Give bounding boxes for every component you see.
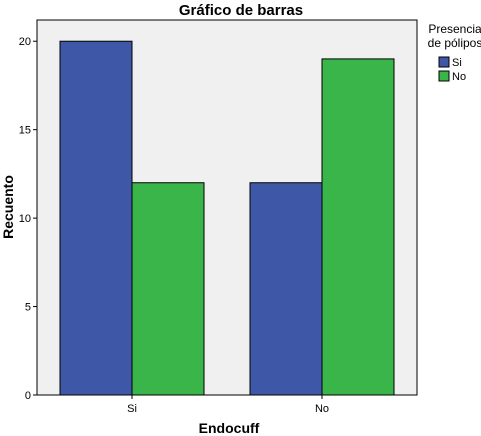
y-tick-label: 5 — [25, 302, 31, 314]
legend-title-line-1: Presencia — [428, 22, 481, 36]
bar-si-no — [131, 182, 205, 396]
legend-swatch-no — [438, 70, 450, 82]
chart-title: Gráfico de barras — [179, 2, 303, 19]
bar-no-no — [321, 58, 395, 396]
legend-title-line-2: de pólipos — [428, 36, 481, 50]
y-tick-label: 20 — [19, 36, 31, 48]
y-axis-label: Recuento — [0, 175, 16, 239]
y-tick-label: 0 — [25, 390, 31, 402]
x-tick-label: Si — [127, 403, 137, 415]
x-axis-label: Endocuff — [199, 420, 260, 436]
legend-label-no: No — [452, 71, 466, 83]
legend: Presencia de pólipos Si No — [428, 22, 481, 83]
legend-label-si: Si — [452, 57, 462, 69]
bars — [59, 40, 395, 396]
x-axis: Si No — [127, 395, 329, 415]
bar-si-si — [59, 40, 133, 396]
y-axis: 0 5 10 15 20 — [19, 36, 37, 402]
bar-no-si — [249, 182, 323, 396]
y-tick-label: 15 — [19, 125, 31, 137]
x-tick-label: No — [315, 403, 329, 415]
legend-swatch-si — [438, 56, 450, 68]
y-tick-label: 10 — [19, 213, 31, 225]
